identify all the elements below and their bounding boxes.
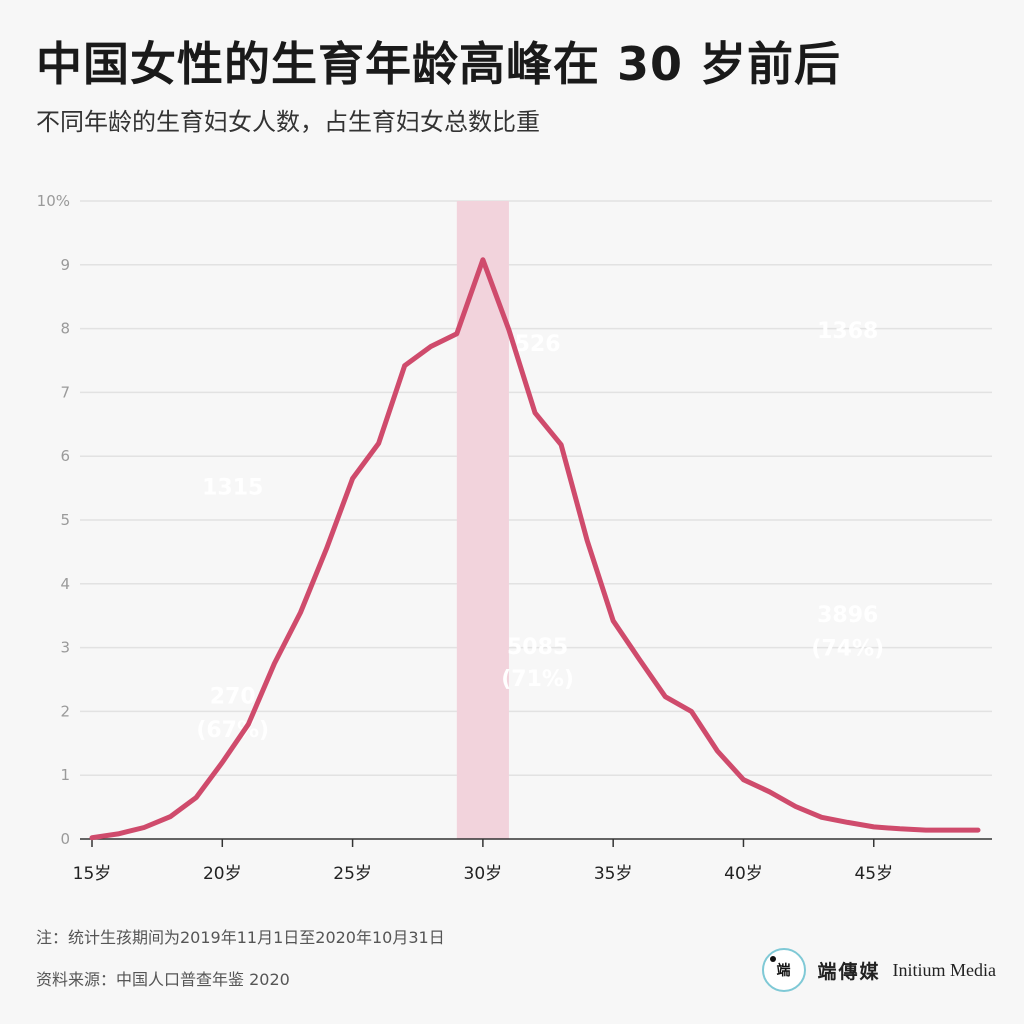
y-tick-label: 10% bbox=[37, 192, 70, 210]
chart-note: 注：统计生孩期间为2019年11月1日至2020年10月31日 bbox=[36, 928, 445, 947]
y-tick-label: 7 bbox=[60, 383, 70, 401]
initium-logo-icon: 端 bbox=[761, 948, 806, 992]
faded-labels: 1315 270 (67%) 526 5085 (71%) 1368 3896 (74%) bbox=[196, 319, 884, 743]
chart-title: 中国女性的生育年龄高峰在 30 岁前后 bbox=[36, 37, 842, 91]
y-tick-label: 8 bbox=[60, 320, 70, 338]
faded-label: 1315 bbox=[202, 475, 263, 500]
faded-label: (71%) bbox=[501, 667, 574, 692]
y-tick-label: 2 bbox=[60, 702, 70, 720]
faded-label: 3896 bbox=[817, 603, 878, 628]
x-tick-label: 15岁 bbox=[73, 864, 112, 884]
logo-glyph: 端 bbox=[776, 963, 791, 979]
faded-label: 5085 bbox=[507, 635, 568, 660]
x-tick-label: 35岁 bbox=[594, 864, 633, 884]
x-tick-label: 30岁 bbox=[464, 864, 503, 884]
y-tick-label: 3 bbox=[60, 639, 70, 657]
grid-lines bbox=[80, 200, 992, 776]
y-axis-ticks: 0 1 2 3 4 5 6 7 8 9 10% bbox=[37, 192, 70, 848]
x-tick-label: 20岁 bbox=[203, 864, 242, 884]
brand-name-en: Initium Media bbox=[892, 959, 996, 980]
x-tick-label: 40岁 bbox=[724, 864, 763, 884]
faded-label: (74%) bbox=[811, 636, 884, 661]
y-tick-label: 5 bbox=[60, 511, 70, 529]
logo-dot bbox=[769, 956, 776, 962]
y-tick-label: 6 bbox=[60, 447, 70, 465]
chart-subtitle: 不同年龄的生育妇女人数，占生育妇女总数比重 bbox=[36, 108, 540, 136]
chart-source: 资料来源：中国人口普查年鉴 2020 bbox=[36, 970, 290, 989]
x-axis-ticks: 15岁 20岁 25岁 30岁 35岁 40岁 45岁 bbox=[73, 839, 893, 884]
x-tick-label: 25岁 bbox=[333, 864, 372, 884]
y-tick-label: 0 bbox=[60, 830, 70, 848]
y-tick-label: 1 bbox=[60, 766, 70, 784]
highlight-band-30 bbox=[456, 201, 509, 839]
y-tick-label: 9 bbox=[60, 256, 70, 274]
faded-label: 526 bbox=[515, 332, 561, 357]
y-tick-label: 4 bbox=[60, 575, 70, 593]
brand-name-cn: 端傳媒 bbox=[817, 960, 881, 983]
brand: 端 端傳媒 Initium Media bbox=[761, 948, 996, 992]
series-line bbox=[89, 257, 981, 841]
faded-label: 270 bbox=[210, 685, 256, 710]
faded-label: (67%) bbox=[196, 718, 269, 743]
faded-label: 1368 bbox=[817, 319, 878, 344]
x-tick-label: 45岁 bbox=[854, 864, 893, 884]
